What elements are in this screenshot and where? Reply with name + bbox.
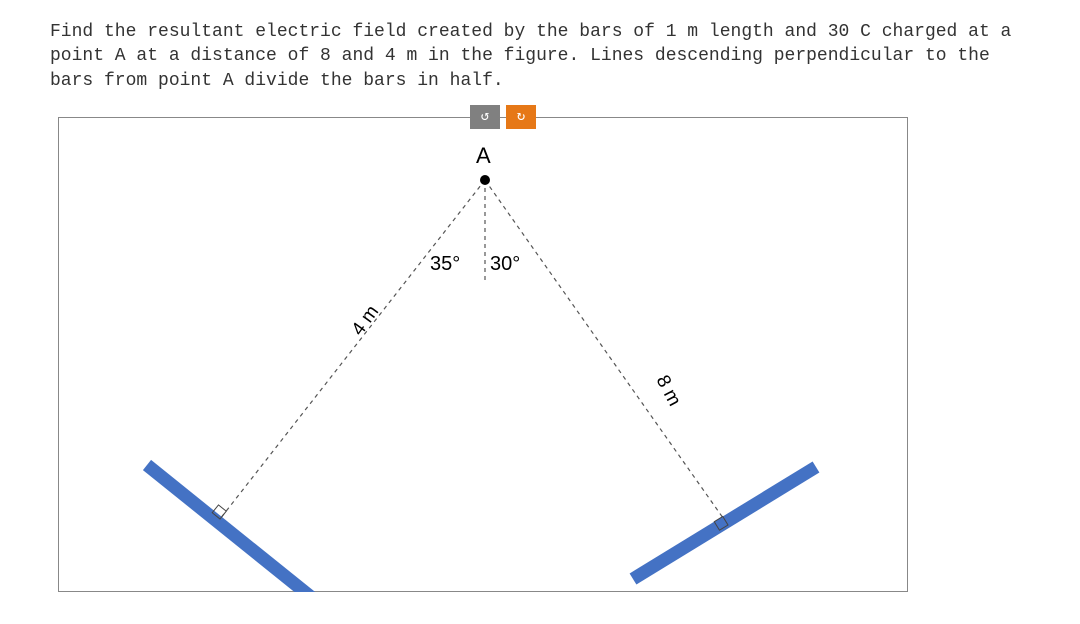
diagram-container: ↺ ↻ A 35° 30° 4 m 8 m [50, 105, 920, 595]
right-bar [633, 467, 816, 579]
angle-left-label: 35° [430, 253, 460, 276]
redo-button[interactable]: ↻ [506, 105, 536, 129]
control-buttons: ↺ ↻ [470, 105, 536, 129]
point-a-label: A [476, 143, 491, 169]
point-a-dot [480, 175, 490, 185]
physics-diagram [58, 117, 908, 592]
left-dashed-line [220, 180, 485, 519]
right-dashed-line [485, 180, 728, 525]
problem-statement: Find the resultant electric field create… [50, 20, 1030, 93]
undo-button[interactable]: ↺ [470, 105, 500, 129]
left-bar [147, 465, 311, 592]
angle-right-label: 30° [490, 253, 520, 276]
